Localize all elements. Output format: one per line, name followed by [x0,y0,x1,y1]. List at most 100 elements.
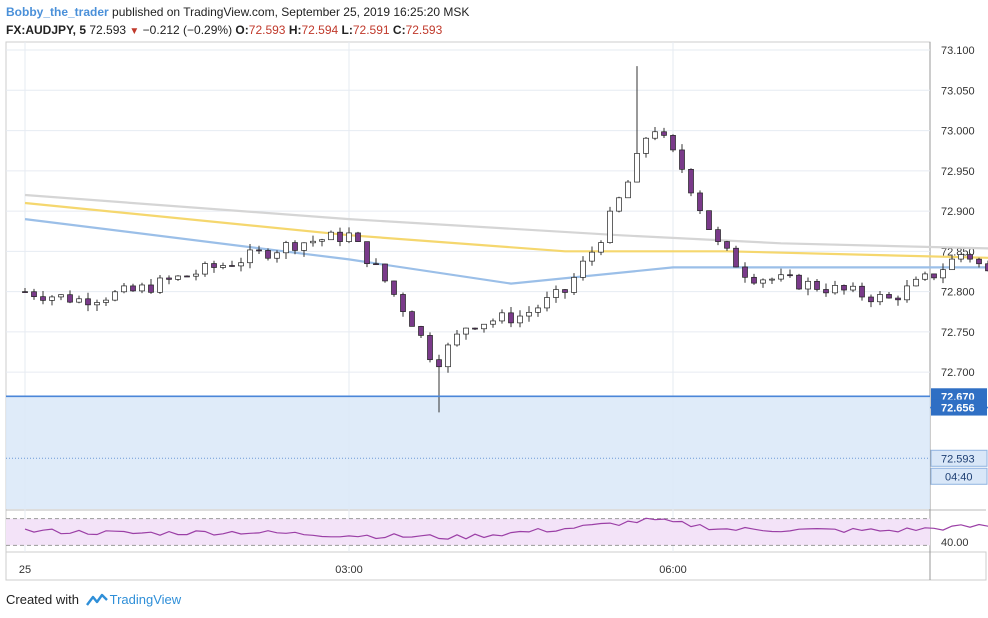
candle-body [958,254,964,260]
candle-body [535,307,541,313]
y-tick-label: 72.950 [941,166,975,178]
candle-body [364,241,370,265]
candle-body [382,263,388,282]
candle-body [589,251,595,262]
candle-body [67,294,73,303]
y-tick-label: 72.700 [941,367,975,379]
candle-body [508,312,514,324]
candle-body [868,296,874,303]
y-tick-label: 72.900 [941,206,975,218]
chart-header: Bobby_the_trader published on TradingVie… [6,4,469,20]
close-value: 72.593 [405,23,443,37]
candle-body [679,149,685,170]
current-price-label: 72.593 [941,453,975,465]
candle-body [328,231,334,241]
candle-body [49,296,55,301]
symbol-line: FX:AUDJPY, 5 72.593 ▼ −0.212 (−0.29%) O:… [6,22,442,40]
candle-body [454,333,460,346]
candle-body [859,285,865,298]
candle-body [895,297,901,301]
candle-body [121,285,127,293]
candle-body [697,192,703,212]
candle-body [445,344,451,368]
candle-body [94,302,100,306]
candle-body [175,275,181,280]
candle-body [751,276,757,284]
candle-body [202,263,208,275]
candle-body [301,242,307,251]
created-with-text: Created with [6,592,79,607]
candle-body [706,210,712,230]
y-tick-label: 73.000 [941,126,975,138]
y-tick-label: 73.050 [941,85,975,97]
candle-body [157,277,163,293]
down-arrow-icon: ▼ [129,26,140,37]
candle-body [130,285,136,292]
candle-body [913,278,919,287]
candle-body [931,273,937,279]
candle-body [499,312,505,322]
candle-body [805,280,811,290]
candle-body [940,269,946,279]
candle-body [211,263,217,268]
countdown-label: 04:40 [945,471,973,483]
candle-body [76,298,82,303]
close-label: C: [392,23,406,37]
candle-body [31,291,37,298]
footer-credit: Created with TradingView [6,592,181,608]
candle-body [688,168,694,194]
candle-body [472,327,478,330]
candle-body [787,274,793,277]
candle-body [634,153,640,183]
author-name[interactable]: Bobby_the_trader [6,5,109,19]
candle-body [517,315,523,324]
candle-body [571,277,577,293]
low-value: 72.591 [352,23,390,37]
candle-body [391,280,397,295]
candle-body [85,298,91,306]
candle-body [922,273,928,280]
candle-body [886,294,892,299]
candle-body [400,294,406,312]
candle-body [778,274,784,280]
candle-body [274,252,280,259]
candle-body [715,229,721,242]
candle-body [265,250,271,259]
countdown-tag [930,467,988,485]
candle-body [616,197,622,212]
moving-average-line [24,193,988,250]
candle-body [346,232,352,242]
candle-body [148,284,154,293]
candle-body [598,242,604,253]
candle-body [724,241,730,249]
candle-body [976,258,982,265]
candle-body [544,297,550,309]
candle-body [292,242,298,251]
candle-body [877,294,883,303]
candle-body [103,299,109,303]
candle-body [409,311,415,327]
x-tick-label: 03:00 [335,564,363,576]
candle-body [463,327,469,335]
candle-body [283,242,289,254]
current-price-tag [930,449,988,467]
candle-body [904,285,910,301]
candle-body [841,285,847,291]
candle-body [238,262,244,267]
y-tick-label: 72.850 [941,246,975,258]
time-axis [5,551,987,581]
candle-body [985,263,988,272]
candle-body [760,279,766,284]
tradingview-link[interactable]: TradingView [109,592,182,607]
candle-body [58,294,64,298]
candle-body [562,289,568,293]
tradingview-logo-icon [85,593,108,606]
candle-body [193,273,199,277]
candle-body [625,181,631,199]
candle-body [814,280,820,290]
x-tick-label: 25 [19,564,31,576]
last-price: 72.593 [89,23,127,37]
level-price-label: 72.656 [941,403,975,415]
high-label: H: [288,23,302,37]
